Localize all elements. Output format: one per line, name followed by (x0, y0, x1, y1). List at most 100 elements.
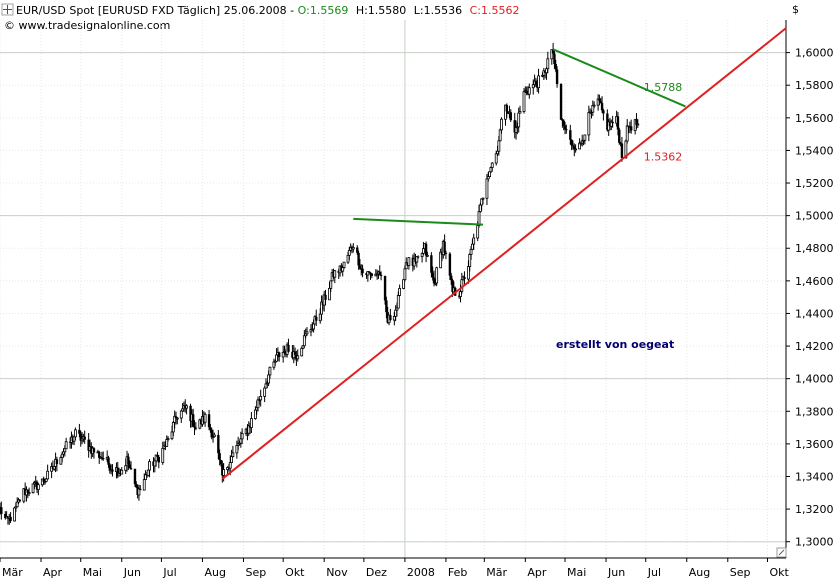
candle-body-up (485, 178, 489, 199)
candle-body-down (98, 451, 101, 458)
close-value: C:1.5562 (470, 4, 520, 17)
candle-body-up (318, 313, 322, 322)
candle-body-down (135, 484, 138, 488)
candle-body-down (385, 300, 388, 313)
candle-body-down (599, 101, 602, 103)
candle-body-up (489, 167, 493, 173)
candle-body-up (228, 462, 232, 469)
candle-body-down (431, 272, 434, 278)
candle-body-down (219, 460, 223, 465)
candle-body-up (545, 68, 548, 74)
y-tick-label: 1,6000 (795, 47, 834, 60)
candle-body-down (562, 120, 565, 126)
candle-body-down (174, 416, 178, 419)
candle-body-up (222, 469, 226, 476)
candle-body-up (74, 429, 77, 438)
candle-body-down (287, 344, 290, 352)
candle-body-up (267, 374, 271, 384)
candle-body-down (189, 405, 192, 422)
x-tick-label: 2008 (407, 566, 435, 579)
candle-body-up (63, 448, 67, 453)
x-tick-label: Aug (689, 566, 710, 579)
candle-body-up (329, 280, 333, 289)
candle-body-up (31, 483, 35, 494)
x-tick-label: Jun (123, 566, 141, 579)
x-tick-label: Jul (162, 566, 176, 579)
candle-body-up (574, 148, 578, 151)
candle-body-up (165, 439, 169, 447)
candle-body-down (602, 110, 605, 114)
candle-body-up (120, 469, 124, 475)
candle-body-down (111, 469, 114, 472)
candle-body-down (553, 53, 556, 65)
candle-body-up (272, 361, 276, 368)
candle-body-down (573, 146, 576, 150)
candle-body-down (55, 459, 59, 465)
candle-body-down (389, 315, 392, 321)
candle-body-up (531, 84, 535, 89)
candle-body-down (358, 265, 362, 269)
x-tick-label: Okt (769, 566, 789, 579)
candle-body-up (467, 266, 470, 280)
candle-body-down (618, 129, 621, 143)
candle-body-up (470, 243, 474, 250)
resize-grip-icon[interactable] (776, 547, 787, 558)
candle-body-up (583, 134, 587, 141)
x-tick-label: Mär (486, 566, 507, 579)
candle-body-up (153, 460, 157, 467)
candle-body-up (161, 447, 165, 463)
open-value: O:1.5569 (298, 4, 349, 17)
y-tick-label: 1,5800 (795, 79, 834, 92)
candle-body-up (494, 153, 498, 164)
candle-body-up (522, 91, 526, 112)
candle-body-up (396, 295, 400, 309)
candle-body-up (481, 197, 485, 200)
trendlines (221, 27, 787, 480)
candle-body-up (170, 431, 174, 439)
candle-body-up (256, 399, 260, 409)
candle-body-up (460, 279, 464, 292)
candle-body-up (60, 453, 64, 458)
candle-body-down (258, 399, 261, 401)
y-tick-label: 1,3400 (795, 470, 834, 483)
candle-body-up (263, 387, 267, 397)
candle-body-down (79, 433, 82, 441)
candle-body-down (463, 276, 466, 280)
window-menu-icon[interactable] (1, 3, 14, 16)
candle-body-down (505, 105, 508, 112)
high-value: H:1.5580 (356, 4, 406, 17)
candle-body-down (534, 81, 538, 85)
candle-body-down (378, 271, 381, 275)
candle-body-up (435, 267, 439, 284)
y-tick-label: 1,4000 (795, 373, 834, 386)
candle-body-up (27, 492, 31, 495)
x-tick-label: Apr (527, 566, 547, 579)
candle-body-up (497, 140, 501, 152)
resistance-trendline (552, 48, 686, 108)
x-tick-label: Jul (647, 566, 661, 579)
x-tick-label: Feb (448, 566, 467, 579)
candle-body-up (426, 254, 429, 257)
candle-body-down (451, 280, 454, 292)
candle-body-up (240, 433, 244, 440)
candle-body-down (207, 414, 211, 428)
candle-body-up (296, 355, 300, 360)
candle-body-down (128, 464, 131, 469)
candle-body-down (554, 64, 557, 70)
x-tick-label: Sep (730, 566, 751, 579)
candle-body-down (315, 316, 318, 321)
candle-body-down (565, 129, 568, 131)
candle-body-up (469, 248, 473, 255)
candle-body-up (625, 125, 629, 142)
x-tick-label: Mai (567, 566, 586, 579)
candle-body-down (509, 112, 512, 121)
x-tick-label: Mär (2, 566, 23, 579)
symbol-title: EUR/USD Spot [EURUSD FXD Täglich] 25.06.… (16, 4, 298, 17)
candle-body-down (4, 513, 7, 519)
candle-body-up (203, 413, 207, 423)
candle-body-down (278, 352, 281, 357)
candle-body-up (281, 351, 285, 358)
level-label: 1.5362 (644, 151, 683, 164)
candle-body-up (480, 198, 484, 206)
